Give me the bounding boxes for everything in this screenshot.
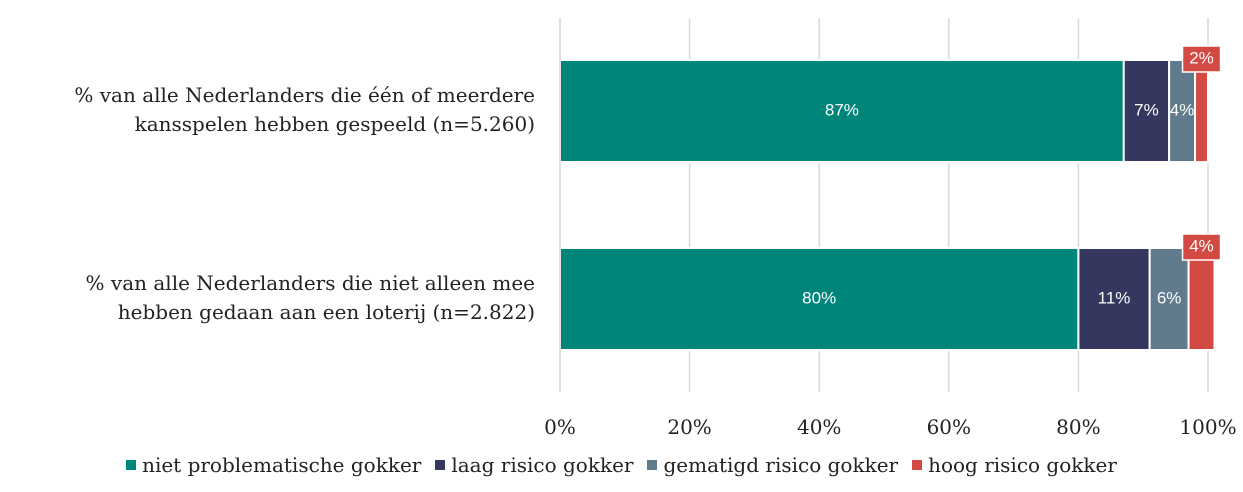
bar-segment — [559, 59, 1125, 163]
legend-item: gematigd risico gokker — [647, 453, 898, 477]
category-label: % van alle Nederlanders die niet alleen … — [85, 271, 535, 324]
x-tick-label: 100% — [1179, 415, 1236, 439]
legend-item: hoog risico gokker — [912, 453, 1117, 477]
bar-segment — [1187, 247, 1216, 351]
bar-segment — [1194, 59, 1210, 163]
legend-swatch — [647, 460, 658, 470]
bar-segment — [1148, 247, 1190, 351]
value-label: 4% — [1189, 236, 1214, 255]
value-label: 11% — [1098, 288, 1131, 307]
legend-item: niet problematische gokker — [126, 453, 421, 477]
x-tick-label: 80% — [1056, 415, 1100, 439]
value-label: 4% — [1170, 100, 1195, 119]
legend-swatch — [435, 460, 446, 470]
value-label-box — [1181, 45, 1222, 73]
value-label-box — [1181, 233, 1222, 261]
x-tick-label: 20% — [667, 415, 711, 439]
legend-label: hoog risico gokker — [928, 453, 1117, 477]
x-tick-label: 0% — [544, 415, 576, 439]
value-label: 6% — [1157, 288, 1182, 307]
legend-label: niet problematische gokker — [142, 453, 422, 477]
value-label: 7% — [1134, 100, 1159, 119]
legend-label: laag risico gokker — [451, 453, 634, 477]
legend-swatch — [126, 460, 137, 470]
value-label: 80% — [802, 288, 836, 307]
legend: niet problematische gokker laag risico go… — [0, 453, 1243, 477]
bar-segment — [1077, 247, 1151, 351]
legend-item: laag risico gokker — [435, 453, 633, 477]
bar-segment — [559, 247, 1080, 351]
legend-swatch — [912, 460, 923, 470]
value-label: 87% — [825, 100, 859, 119]
value-label: 2% — [1189, 48, 1214, 67]
legend-label: gematigd risico gokker — [663, 453, 899, 477]
category-label: % van alle Nederlanders die één of meerd… — [74, 83, 535, 136]
x-tick-label: 60% — [927, 415, 971, 439]
x-tick-label: 40% — [797, 415, 841, 439]
